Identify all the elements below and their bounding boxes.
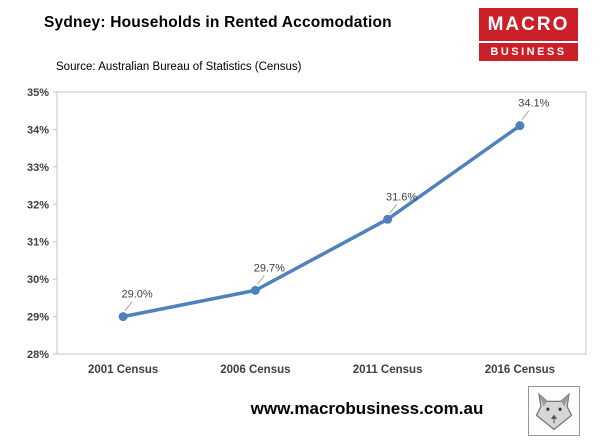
y-axis-label: 34% [27, 124, 49, 136]
data-label: 31.6% [386, 191, 417, 203]
wolf-icon [535, 392, 573, 431]
data-point-marker [250, 285, 260, 295]
line-chart: 28% 29% 30% 31% 32% 33% 34% 35% 2001 Census 2006 … [27, 87, 587, 376]
data-label: 29.0% [122, 289, 153, 301]
y-axis-label: 31% [27, 237, 49, 249]
website-url: www.macrobusiness.com.au [250, 399, 484, 418]
source-note: Source: Australian Bureau of Statistics … [56, 61, 302, 73]
data-point-marker [515, 121, 525, 131]
y-axis-label: 32% [27, 199, 49, 211]
x-axis-label: 2011 Census [353, 364, 423, 376]
y-axis-label: 29% [27, 312, 49, 324]
page-title: Sydney: Households in Rented Accomodatio… [44, 14, 392, 31]
x-axis-label: 2006 Census [220, 364, 290, 376]
x-axis-label: 2001 Census [88, 364, 158, 376]
macrobusiness-logo: MACRO BUSINESS [479, 8, 578, 61]
data-label-leader-line [389, 203, 398, 214]
logo-macro-text: MACRO [479, 8, 578, 41]
data-label: 34.1% [518, 98, 549, 110]
logo-business-text: BUSINESS [479, 43, 578, 61]
y-axis-label: 30% [27, 274, 49, 286]
y-axis-label: 33% [27, 162, 49, 174]
data-point-marker [118, 312, 128, 322]
data-label-leader-line [256, 275, 265, 285]
y-axis-label: 28% [27, 349, 49, 361]
data-label-leader-line [521, 110, 530, 120]
x-axis-label: 2016 Census [485, 364, 555, 376]
y-axis-label: 35% [27, 87, 49, 99]
wolf-logo-image [528, 386, 580, 436]
data-label-leader-line [124, 301, 133, 311]
plot-area [56, 91, 587, 355]
data-point-marker [383, 214, 393, 224]
data-label: 29.7% [254, 262, 285, 274]
series-line [121, 123, 522, 319]
